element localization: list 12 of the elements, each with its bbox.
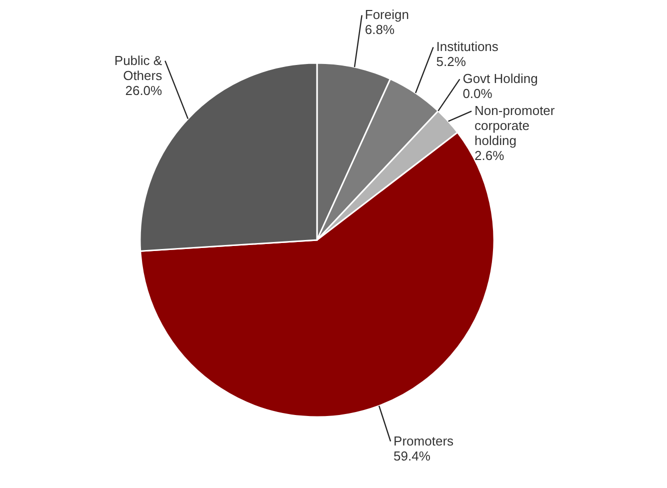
slice-label: Public & Others (114, 52, 163, 83)
data-label: 26.0% (125, 82, 163, 98)
slice-label: Institutions (436, 39, 499, 54)
text: 0.0% (462, 86, 492, 102)
category-label: Govt Holding (462, 71, 538, 86)
data-label: 6.8% (364, 22, 395, 38)
slice-label: Non-promoter corporate holding (474, 103, 556, 148)
slice-label: Foreign (364, 7, 409, 22)
slice-label: Promoters (394, 433, 454, 448)
data-label: 5.2% (436, 54, 466, 70)
data-label: 59.4% (394, 448, 431, 464)
data-label: 2.6% (474, 148, 505, 164)
